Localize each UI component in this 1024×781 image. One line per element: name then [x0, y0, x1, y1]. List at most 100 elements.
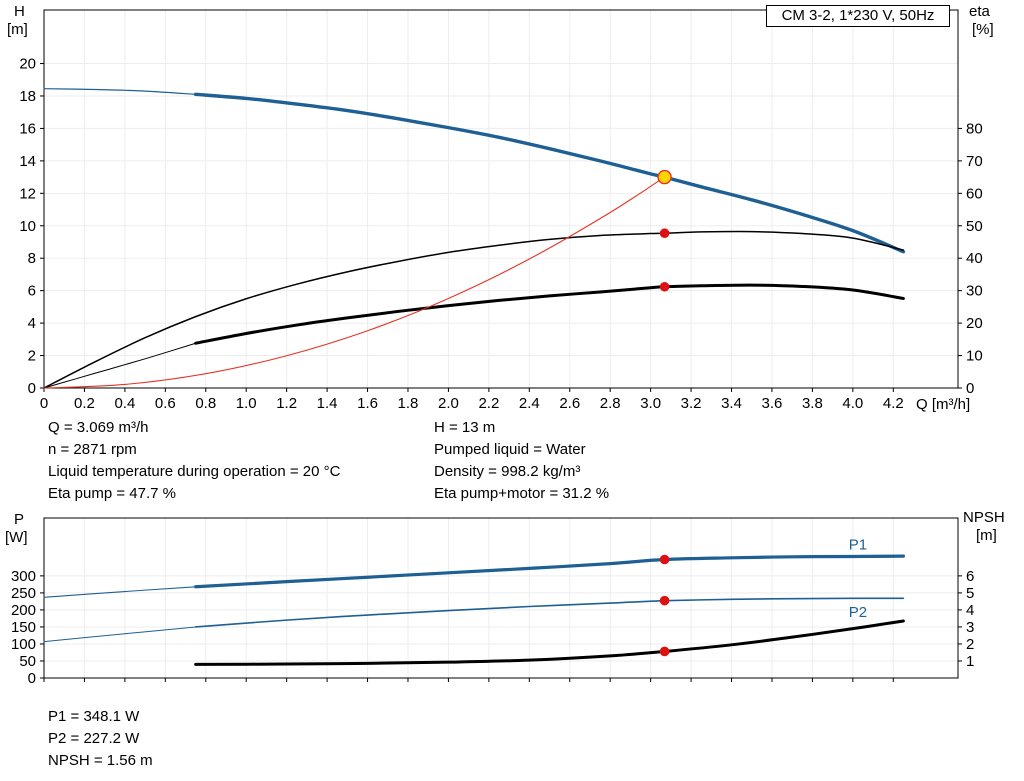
info-npsh: NPSH = 1.56 m [48, 752, 153, 769]
series-p2-lead [43, 626, 197, 643]
series-npsh [194, 619, 905, 666]
x-tick-label: 2.4 [519, 395, 540, 412]
x-tick-label: 3.0 [640, 395, 661, 412]
x-tick-label: 3.6 [762, 395, 783, 412]
pump-title-box: CM 3-2, 1*230 V, 50Hz [766, 5, 950, 27]
x-tick-label: 1.0 [236, 395, 257, 412]
y-right-tick-label: 80 [966, 120, 983, 137]
y-right-tick-label: 10 [966, 348, 983, 365]
series-p2 [194, 597, 905, 628]
eta-axis-label: eta [969, 3, 990, 20]
x-tick-label: 1.6 [357, 395, 378, 412]
p1-dot [659, 554, 670, 565]
info-temperature: Liquid temperature during operation = 20… [48, 463, 341, 480]
series-system-curve [43, 176, 666, 389]
p2-dot [659, 595, 670, 606]
x-tick-label: 0.2 [74, 395, 95, 412]
y-left-tick-label: 50 [19, 653, 36, 670]
y-right-tick-label: 30 [966, 283, 983, 300]
y-left-tick-label: 300 [11, 568, 36, 585]
npsh-axis-unit: [m] [976, 527, 997, 544]
y-right-tick-label: 40 [966, 250, 983, 267]
y-left-tick-label: 250 [11, 585, 36, 602]
x-tick-label: 3.8 [802, 395, 823, 412]
y-right-tick-label: 60 [966, 185, 983, 202]
y-right-tick-label: 2 [966, 636, 974, 653]
x-tick-label: 1.2 [276, 395, 297, 412]
y-left-tick-label: 0 [28, 670, 36, 687]
y-right-tick-label: 20 [966, 315, 983, 332]
duty-info-col1: Q = 3.069 m³/h n = 2871 rpm Liquid tempe… [48, 417, 340, 505]
y-left-tick-label: 14 [19, 153, 36, 170]
power-info: P1 = 348.1 W P2 = 227.2 W NPSH = 1.56 m [48, 706, 153, 772]
y-left-tick-label: 100 [11, 636, 36, 653]
series-p1-lead [43, 586, 197, 598]
npsh-dot [659, 646, 670, 657]
series-eta-pump-motor-lead [43, 342, 197, 389]
x-tick-label: 2.8 [600, 395, 621, 412]
p-axis-unit: [W] [5, 529, 28, 546]
y-left-tick-label: 4 [28, 315, 36, 332]
series-eta-pump [43, 230, 905, 389]
info-speed: n = 2871 rpm [48, 441, 137, 458]
y-left-tick-label: 20 [19, 56, 36, 73]
npsh-axis-label: NPSH [963, 509, 1005, 526]
series-p1 [194, 554, 905, 589]
x-tick-label: 0.6 [155, 395, 176, 412]
x-tick-label: 3.2 [681, 395, 702, 412]
plot-frame [43, 517, 959, 679]
h-axis-unit: [m] [7, 21, 28, 38]
y-left-tick-label: 8 [28, 250, 36, 267]
y-left-tick-label: 6 [28, 283, 36, 300]
q-axis-label: Q [m³/h] [916, 396, 971, 413]
x-tick-label: 2.6 [559, 395, 580, 412]
y-right-tick-label: 0 [966, 380, 974, 397]
series-head-lead [43, 88, 197, 95]
x-tick-label: 4.0 [842, 395, 863, 412]
y-left-tick-label: 16 [19, 120, 36, 137]
eta-pump-motor-dot [659, 281, 670, 292]
info-eta-pump: Eta pump = 47.7 % [48, 485, 176, 502]
y-left-tick-label: 18 [19, 88, 36, 105]
x-tick-label: 4.2 [883, 395, 904, 412]
y-left-tick-label: 10 [19, 218, 36, 235]
plot-frame [43, 9, 959, 389]
info-head: H = 13 m [434, 419, 496, 436]
info-flow: Q = 3.069 m³/h [48, 419, 149, 436]
y-right-tick-label: 3 [966, 619, 974, 636]
curve-label-p1: P1 [849, 537, 867, 554]
y-left-tick-label: 0 [28, 380, 36, 397]
info-eta-pump-motor: Eta pump+motor = 31.2 % [434, 485, 610, 502]
y-right-tick-label: 6 [966, 568, 974, 585]
info-liquid: Pumped liquid = Water [434, 441, 586, 458]
x-tick-label: 2.0 [438, 395, 459, 412]
series-eta-pump-motor [194, 283, 905, 345]
duty-point [657, 169, 672, 185]
series-head [193, 92, 906, 254]
eta-axis-unit: [%] [972, 21, 994, 38]
eta-pump-dot [659, 228, 670, 239]
y-right-tick-label: 5 [966, 585, 974, 602]
p-axis-label: P [14, 511, 25, 528]
y-right-tick-label: 4 [966, 602, 974, 619]
info-p2: P2 = 227.2 W [48, 730, 140, 747]
x-tick-label: 2.2 [478, 395, 499, 412]
duty-info-col2: H = 13 m Pumped liquid = Water Density =… [434, 417, 609, 505]
x-tick-label: 3.4 [721, 395, 742, 412]
x-tick-label: 1.4 [317, 395, 338, 412]
x-tick-label: 0 [40, 395, 48, 412]
h-axis-label: H [14, 3, 25, 20]
info-density: Density = 998.2 kg/m³ [434, 463, 581, 480]
y-left-tick-label: 200 [11, 602, 36, 619]
curve-label-p2: P2 [849, 604, 867, 621]
x-tick-label: 0.4 [114, 395, 135, 412]
y-left-tick-label: 2 [28, 348, 36, 365]
y-right-tick-label: 1 [966, 653, 974, 670]
y-right-tick-label: 50 [966, 218, 983, 235]
y-left-tick-label: 150 [11, 619, 36, 636]
info-p1: P1 = 348.1 W [48, 708, 140, 725]
y-left-tick-label: 12 [19, 185, 36, 202]
y-right-tick-label: 70 [966, 153, 983, 170]
